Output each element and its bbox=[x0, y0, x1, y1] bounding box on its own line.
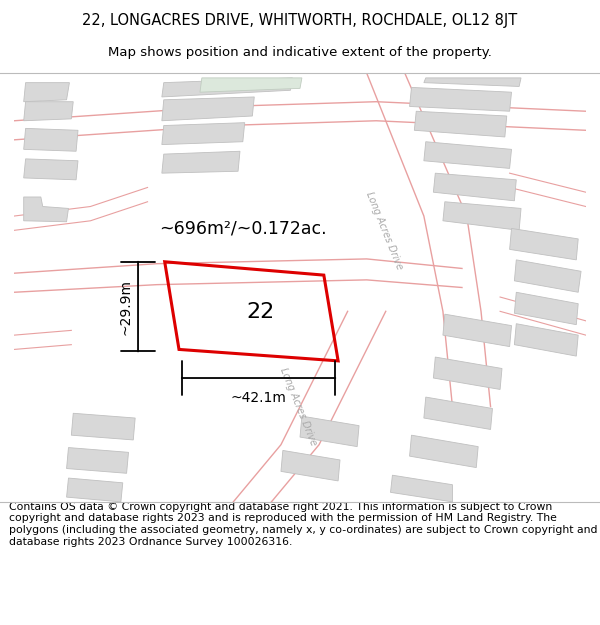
Polygon shape bbox=[514, 324, 578, 356]
Polygon shape bbox=[23, 159, 78, 180]
Polygon shape bbox=[71, 413, 135, 440]
Text: 22, LONGACRES DRIVE, WHITWORTH, ROCHDALE, OL12 8JT: 22, LONGACRES DRIVE, WHITWORTH, ROCHDALE… bbox=[82, 13, 518, 28]
Polygon shape bbox=[281, 451, 340, 481]
Polygon shape bbox=[415, 111, 507, 137]
Polygon shape bbox=[200, 78, 302, 92]
Text: 22: 22 bbox=[247, 302, 275, 322]
Polygon shape bbox=[23, 197, 68, 222]
Polygon shape bbox=[391, 475, 452, 502]
Polygon shape bbox=[23, 128, 78, 151]
Text: Long Acres Drive: Long Acres Drive bbox=[278, 366, 318, 447]
Polygon shape bbox=[443, 202, 521, 231]
Text: ~29.9m: ~29.9m bbox=[118, 279, 133, 334]
Polygon shape bbox=[433, 357, 502, 389]
Polygon shape bbox=[162, 151, 240, 173]
Text: ~42.1m: ~42.1m bbox=[230, 391, 286, 406]
Polygon shape bbox=[424, 78, 521, 86]
Polygon shape bbox=[514, 292, 578, 324]
Polygon shape bbox=[514, 260, 581, 292]
Text: Contains OS data © Crown copyright and database right 2021. This information is : Contains OS data © Crown copyright and d… bbox=[9, 502, 598, 547]
Polygon shape bbox=[410, 88, 512, 111]
Polygon shape bbox=[162, 97, 254, 121]
Polygon shape bbox=[23, 102, 73, 121]
Text: Map shows position and indicative extent of the property.: Map shows position and indicative extent… bbox=[108, 46, 492, 59]
Text: Long Acres Drive: Long Acres Drive bbox=[364, 190, 404, 271]
Polygon shape bbox=[424, 397, 493, 429]
Polygon shape bbox=[433, 173, 516, 201]
Polygon shape bbox=[424, 142, 512, 168]
Polygon shape bbox=[162, 78, 292, 97]
Polygon shape bbox=[162, 122, 245, 144]
Polygon shape bbox=[300, 416, 359, 447]
Polygon shape bbox=[410, 435, 478, 468]
Polygon shape bbox=[443, 314, 512, 347]
Polygon shape bbox=[67, 448, 128, 473]
Polygon shape bbox=[509, 228, 578, 260]
Polygon shape bbox=[23, 82, 70, 102]
Text: ~696m²/~0.172ac.: ~696m²/~0.172ac. bbox=[159, 219, 326, 237]
Polygon shape bbox=[67, 478, 123, 502]
